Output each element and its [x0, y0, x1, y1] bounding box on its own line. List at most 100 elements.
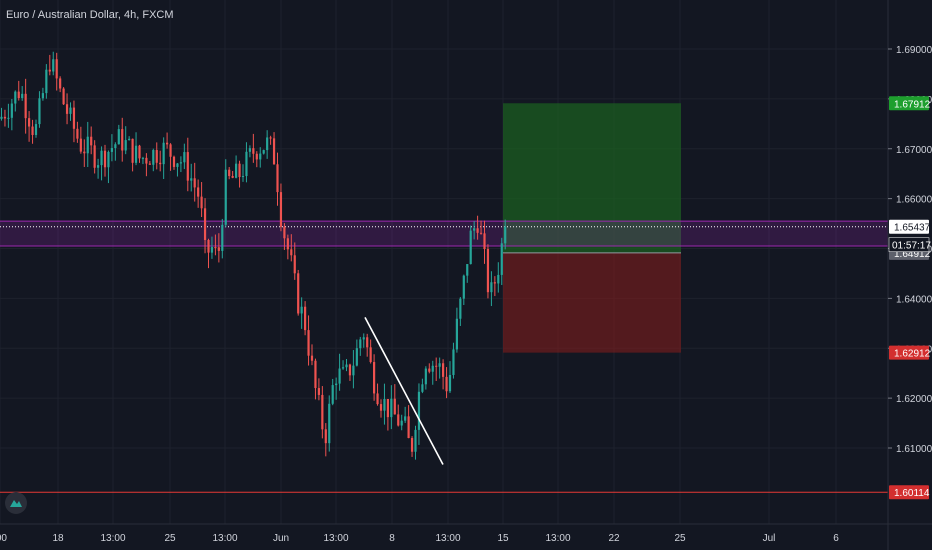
candle-body: [38, 98, 41, 125]
candle-body: [404, 416, 407, 421]
candle-body: [197, 187, 200, 197]
candle-body: [376, 393, 379, 405]
price-tag: [889, 219, 929, 234]
drawings[interactable]: [364, 316, 444, 465]
x-tick-label: 13:00: [323, 533, 348, 544]
candle-body: [107, 151, 110, 168]
candle-body: [34, 124, 38, 135]
candle-body: [148, 163, 151, 165]
candle-body: [345, 364, 348, 368]
candle-body: [255, 153, 258, 160]
candle-body: [466, 264, 469, 276]
chart-title: Euro / Australian Dollar, 4h, FXCM: [6, 9, 174, 21]
candle-body: [248, 148, 251, 152]
logo-icon[interactable]: [5, 492, 27, 514]
candles: [0, 51, 507, 460]
candle-body: [331, 385, 334, 404]
candle-body: [31, 126, 34, 135]
candle-body: [479, 232, 483, 234]
y-tick-label: 1.67000: [896, 145, 932, 156]
candle-body: [445, 376, 448, 392]
candle-body: [228, 169, 231, 177]
candle-body: [235, 163, 238, 178]
candle-body: [238, 163, 241, 178]
candle-body: [97, 165, 100, 168]
candle-body: [203, 208, 207, 241]
candle-body: [493, 282, 496, 284]
candle-body: [162, 142, 165, 165]
candle-body: [438, 363, 441, 367]
candle-body: [7, 117, 10, 119]
candle-body: [393, 398, 396, 415]
candle-body: [52, 59, 55, 72]
candle-body: [193, 178, 196, 188]
candle-body: [100, 150, 103, 166]
y-tick-label: 1.69000: [896, 45, 932, 56]
horizontal-lines[interactable]: [0, 220, 888, 493]
candle-body: [283, 226, 286, 239]
candle-body: [69, 107, 72, 114]
candle-body: [207, 240, 210, 253]
candle-body: [414, 429, 417, 452]
candle-body: [114, 144, 117, 149]
candle-body: [348, 364, 352, 376]
candle-body: [435, 365, 438, 367]
candle-body: [72, 107, 76, 129]
candle-body: [62, 88, 65, 105]
candle-body: [297, 273, 300, 314]
candle-body: [483, 233, 486, 250]
candle-body: [355, 348, 358, 366]
candle-body: [424, 368, 427, 385]
candle-body: [214, 247, 217, 249]
candle-body: [335, 383, 338, 386]
price-labels: 1.67912 1.65437 1.64912 1.62912 1.60114 01:57…: [888, 96, 931, 500]
candle-body: [314, 360, 317, 389]
price-tag-text: 1.64912: [894, 249, 931, 260]
candle-body: [452, 349, 455, 375]
x-tick-label: 8: [389, 533, 395, 544]
candle-body: [76, 128, 79, 139]
candle-body: [310, 355, 314, 361]
candle-body: [269, 137, 272, 139]
candle-body: [24, 93, 27, 119]
price-tag-text: 1.67912: [894, 99, 931, 110]
candle-body: [166, 142, 169, 145]
candle-body: [65, 104, 69, 114]
candle-body: [386, 398, 389, 418]
long-position-tool[interactable]: [503, 103, 681, 353]
candle-body: [352, 365, 355, 376]
x-tick-label: 25: [674, 533, 686, 544]
countdown-tag: [888, 237, 930, 252]
candle-body: [417, 391, 421, 430]
countdown-text: 01:57:17: [892, 241, 931, 252]
candle-body: [448, 374, 452, 392]
candle-body: [241, 176, 245, 178]
candle-body: [373, 362, 376, 394]
candle-body: [86, 136, 89, 154]
x-tick-label: 22: [608, 533, 620, 544]
candle-body: [186, 152, 189, 181]
x-tick-label: 13:00: [435, 533, 460, 544]
loss-zone[interactable]: [503, 252, 681, 353]
candle-body: [172, 156, 176, 167]
x-tick-label: 13:00: [545, 533, 570, 544]
candle-body: [369, 347, 372, 363]
candle-body: [217, 247, 220, 251]
candle-body: [266, 137, 269, 151]
trend-line[interactable]: [364, 316, 444, 465]
x-tick-label: 15: [497, 533, 509, 544]
price-tag: [889, 345, 929, 360]
candle-body: [221, 224, 224, 251]
candle-body: [159, 162, 162, 165]
candle-body: [407, 416, 410, 439]
candle-body: [276, 164, 279, 193]
candle-body: [0, 116, 3, 119]
candle-body: [431, 365, 434, 372]
profit-zone[interactable]: [503, 103, 681, 253]
candle-body: [462, 275, 465, 299]
y-tick-label: 1.64000: [896, 294, 932, 305]
candle-body: [338, 368, 341, 384]
candle-body: [103, 150, 107, 168]
x-tick-label: 6: [833, 533, 839, 544]
